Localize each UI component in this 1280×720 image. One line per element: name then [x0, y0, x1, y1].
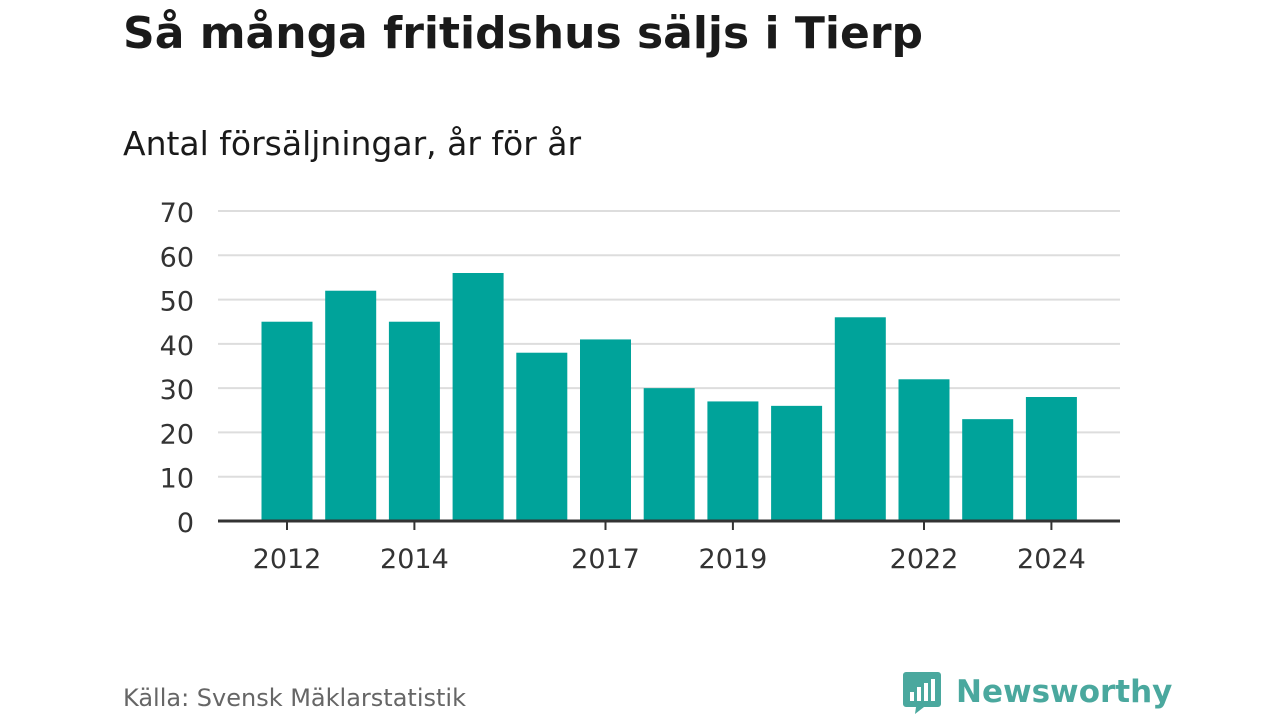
y-tick-label: 10: [160, 464, 194, 495]
bar-2021: [834, 317, 886, 521]
y-tick-label: 40: [160, 331, 194, 362]
x-tick-label: 2014: [380, 544, 449, 575]
y-tick-label: 20: [160, 419, 194, 450]
bars: [261, 273, 1077, 521]
chart-subtitle: Antal försäljningar, år för år: [123, 124, 582, 163]
x-tick-label: 2019: [699, 544, 768, 575]
bar-2022: [898, 379, 950, 521]
source-note: Källa: Svensk Mäklarstatistik: [123, 684, 466, 712]
y-tick-label: 30: [160, 375, 194, 406]
y-tick-label: 70: [160, 198, 194, 229]
y-tick-label: 0: [177, 508, 194, 539]
newsworthy-logo-icon: [903, 672, 941, 714]
chart-title: Så många fritidshus säljs i Tierp: [123, 8, 924, 59]
x-tick-label: 2022: [890, 544, 959, 575]
bar-2015: [452, 273, 504, 521]
bar-2012: [261, 321, 313, 521]
bar-2013: [325, 290, 377, 521]
brand-logo: Newsworthy: [902, 670, 1172, 714]
axes: 0 10 20 30 40 50 60 70 2012 2014 2017 2019 2022 2024: [160, 198, 1120, 575]
x-tick-label: 2012: [253, 544, 322, 575]
bar-2016: [516, 352, 568, 521]
bar-chart: 0 10 20 30 40 50 60 70 2012 2014 2017 2019 2022 2024: [160, 198, 1120, 575]
bar-2018: [643, 388, 695, 521]
y-tick-label: 60: [160, 242, 194, 273]
brand-name: Newsworthy: [956, 674, 1173, 710]
bar-2019: [707, 401, 759, 521]
bar-2023: [962, 419, 1014, 521]
y-tick-label: 50: [160, 287, 194, 318]
bar-2014: [388, 321, 440, 521]
x-tick-label: 2017: [571, 544, 640, 575]
bar-2024: [1025, 397, 1077, 521]
bar-2020: [771, 405, 823, 521]
x-tick-label: 2024: [1017, 544, 1086, 575]
bar-2017: [580, 339, 631, 521]
